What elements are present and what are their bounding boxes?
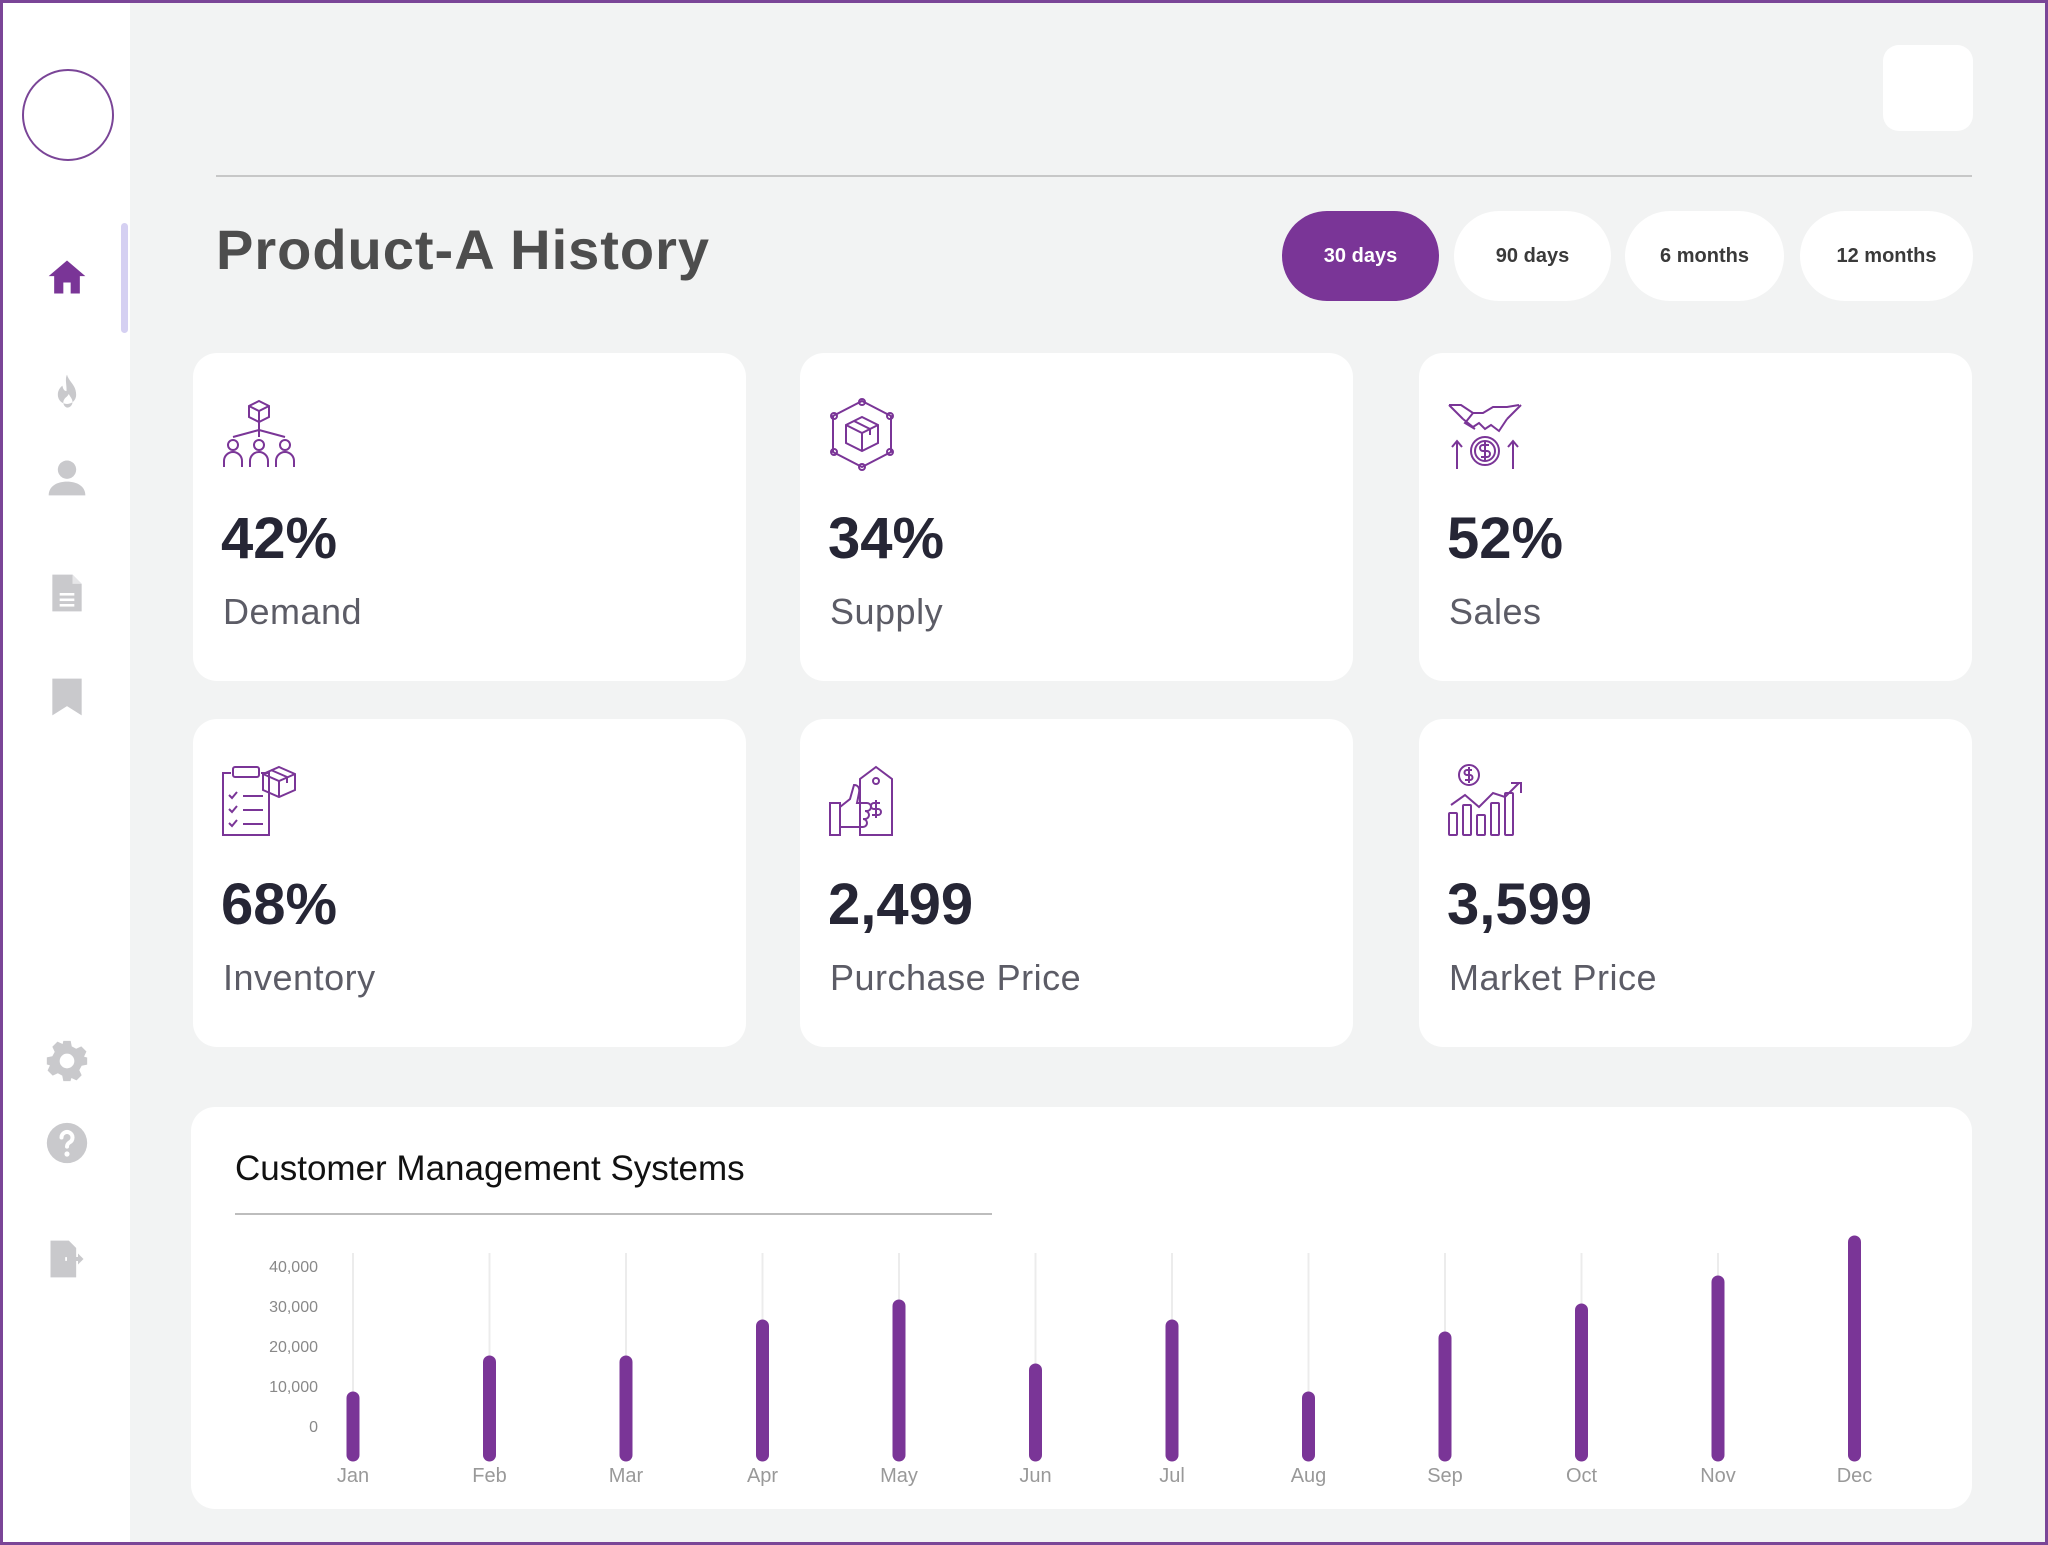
range-30-days-button[interactable]: 30 days bbox=[1282, 211, 1439, 301]
x-tick-label: Feb bbox=[472, 1465, 506, 1487]
document-icon[interactable] bbox=[43, 569, 91, 617]
stat-value: 3,599 bbox=[1447, 872, 1593, 937]
stat-label: Purchase Price bbox=[830, 957, 1082, 998]
stat-card-supply[interactable]: 34% Supply bbox=[800, 353, 1353, 681]
chart-title-underline bbox=[235, 1213, 992, 1215]
range-90-days-button[interactable]: 90 days bbox=[1454, 211, 1611, 301]
x-tick-label: Nov bbox=[1700, 1465, 1736, 1487]
y-tick-label: 20,000 bbox=[269, 1339, 318, 1356]
stat-card-purchase-price[interactable]: 2,499 Purchase Price bbox=[800, 719, 1353, 1047]
y-tick-label: 0 bbox=[309, 1419, 318, 1436]
chart-title: Customer Management Systems bbox=[235, 1149, 745, 1188]
stat-value: 34% bbox=[828, 506, 945, 571]
user-icon[interactable] bbox=[43, 453, 91, 501]
stat-label: Demand bbox=[223, 591, 363, 632]
avatar[interactable] bbox=[22, 69, 114, 161]
demand-network-icon bbox=[223, 399, 295, 467]
purchase-price-tag-icon bbox=[829, 765, 893, 836]
sales-handshake-icon bbox=[1448, 404, 1522, 469]
header-divider bbox=[216, 175, 1972, 177]
market-price-chart-icon bbox=[1448, 764, 1522, 836]
range-12-months-button[interactable]: 12 months bbox=[1800, 211, 1973, 301]
x-tick-label: Jun bbox=[1019, 1465, 1051, 1487]
x-tick-label: Sep bbox=[1427, 1465, 1463, 1487]
fire-icon[interactable] bbox=[43, 369, 91, 417]
x-tick-label: Dec bbox=[1837, 1465, 1873, 1487]
stat-card-demand[interactable]: 42% Demand bbox=[193, 353, 746, 681]
stat-value: 42% bbox=[221, 506, 338, 571]
stat-value: 52% bbox=[1447, 506, 1564, 571]
supply-box-icon bbox=[830, 398, 894, 471]
sidebar-active-indicator bbox=[121, 223, 128, 333]
inventory-clipboard-icon bbox=[222, 765, 296, 836]
x-tick-label: May bbox=[880, 1465, 918, 1487]
x-tick-label: Apr bbox=[747, 1465, 778, 1487]
top-right-button[interactable] bbox=[1883, 45, 1973, 131]
chart-card: Customer Management Systems 0 10,000 20,00… bbox=[191, 1107, 1972, 1509]
logout-icon[interactable] bbox=[43, 1235, 91, 1283]
stat-value: 68% bbox=[221, 872, 338, 937]
sidebar bbox=[3, 3, 130, 1542]
stat-label: Market Price bbox=[1449, 957, 1658, 998]
home-icon[interactable] bbox=[43, 253, 91, 301]
x-tick-label: Jan bbox=[337, 1465, 369, 1487]
stat-value: 2,499 bbox=[828, 872, 974, 937]
x-tick-label: Oct bbox=[1566, 1465, 1598, 1487]
x-tick-label: Aug bbox=[1291, 1465, 1327, 1487]
stat-label: Supply bbox=[830, 591, 944, 632]
help-icon[interactable] bbox=[43, 1119, 91, 1167]
y-tick-label: 40,000 bbox=[269, 1259, 318, 1276]
gear-icon[interactable] bbox=[43, 1037, 91, 1085]
x-tick-label: Mar bbox=[609, 1465, 644, 1487]
stat-card-inventory[interactable]: 68% Inventory bbox=[193, 719, 746, 1047]
range-6-months-button[interactable]: 6 months bbox=[1625, 211, 1784, 301]
bookmark-icon[interactable] bbox=[43, 673, 91, 721]
stat-card-market-price[interactable]: 3,599 Market Price bbox=[1419, 719, 1972, 1047]
x-tick-label: Jul bbox=[1159, 1465, 1185, 1487]
y-tick-label: 10,000 bbox=[269, 1379, 318, 1396]
stat-label: Sales bbox=[1449, 591, 1542, 632]
page-title: Product-A History bbox=[216, 218, 711, 281]
y-tick-label: 30,000 bbox=[269, 1299, 318, 1316]
bar-chart: 0 10,000 20,000 30,000 40,000 Jan Feb Mar Apr May… bbox=[269, 1235, 1873, 1487]
stat-card-sales[interactable]: 52% Sales bbox=[1419, 353, 1972, 681]
stat-label: Inventory bbox=[223, 957, 376, 998]
